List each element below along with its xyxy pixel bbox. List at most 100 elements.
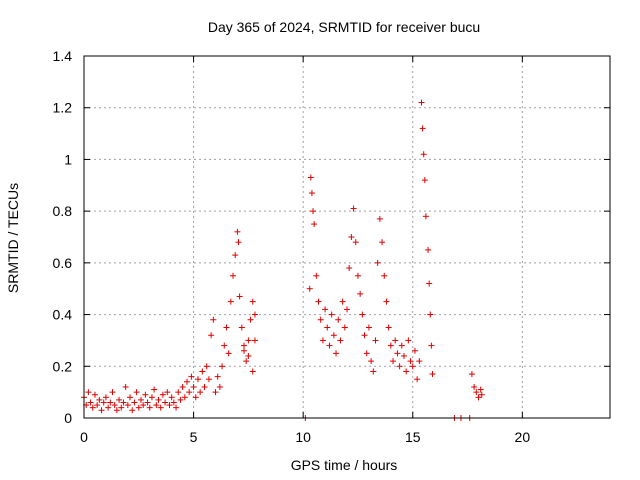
data-point — [144, 399, 151, 406]
data-point — [192, 394, 199, 401]
data-point — [383, 298, 390, 305]
data-point — [398, 342, 405, 349]
data-point — [385, 324, 392, 331]
x-tick-label: 20 — [515, 429, 531, 445]
y-tick-label: 0.4 — [53, 307, 73, 323]
data-point — [142, 391, 149, 398]
data-point — [245, 352, 252, 359]
data-point — [140, 402, 147, 409]
data-point — [428, 342, 435, 349]
y-tick-label: 1.2 — [53, 100, 73, 116]
data-point — [308, 190, 315, 197]
x-axis-label: GPS time / hours — [291, 457, 398, 473]
data-point — [236, 293, 243, 300]
data-point — [230, 272, 237, 279]
data-point — [311, 221, 318, 228]
data-point — [184, 378, 191, 385]
data-point — [151, 386, 158, 393]
data-point — [190, 383, 197, 390]
data-point — [135, 404, 142, 411]
data-point — [177, 396, 184, 403]
data-point — [478, 391, 485, 398]
data-point — [148, 394, 155, 401]
data-point — [324, 324, 331, 331]
x-tick-labels: 0 5 10 15 20 — [80, 429, 530, 445]
data-point — [372, 337, 379, 344]
data-point — [411, 347, 418, 354]
data-point — [240, 347, 247, 354]
data-point — [422, 213, 429, 220]
data-point — [91, 391, 98, 398]
data-point — [127, 394, 134, 401]
data-point — [247, 316, 254, 323]
data-point — [98, 407, 105, 414]
data-point — [210, 316, 217, 323]
data-point — [225, 350, 232, 357]
data-point — [359, 311, 366, 318]
data-point — [85, 389, 92, 396]
grid-lines — [84, 56, 610, 418]
data-point — [313, 272, 320, 279]
data-point — [421, 177, 428, 184]
data-point — [179, 383, 186, 390]
data-point — [251, 337, 258, 344]
data-point — [368, 358, 375, 365]
data-point — [322, 306, 329, 313]
data-point — [227, 298, 234, 305]
data-point — [376, 215, 383, 222]
data-point — [208, 332, 215, 339]
data-point — [337, 337, 344, 344]
data-point — [427, 311, 434, 318]
data-point — [418, 99, 425, 106]
data-point — [429, 371, 436, 378]
y-tick-label: 0.6 — [53, 255, 73, 271]
data-point — [354, 272, 361, 279]
data-point — [203, 363, 210, 370]
y-tick-label: 1 — [64, 151, 72, 167]
y-tick-label: 0.2 — [53, 358, 73, 374]
data-point — [407, 358, 414, 365]
data-point — [390, 358, 397, 365]
data-point — [341, 324, 348, 331]
data-point — [426, 280, 433, 287]
data-point — [137, 396, 144, 403]
data-point — [186, 389, 193, 396]
data-point — [326, 342, 333, 349]
data-point — [155, 396, 162, 403]
data-point — [392, 337, 399, 344]
data-point — [197, 389, 204, 396]
data-point — [124, 402, 131, 409]
data-point — [232, 252, 239, 259]
data-point — [175, 389, 182, 396]
data-point — [238, 324, 245, 331]
data-point — [164, 389, 171, 396]
data-point — [205, 376, 212, 383]
y-axis-label: SRMTID / TECUs — [5, 183, 21, 293]
data-point — [216, 383, 223, 390]
data-point — [113, 407, 120, 414]
data-point — [387, 342, 394, 349]
axis-ticks — [83, 55, 610, 419]
data-point — [425, 246, 432, 253]
data-point — [477, 386, 484, 393]
data-point — [416, 358, 423, 365]
data-point — [153, 402, 160, 409]
data-point — [348, 234, 355, 240]
data-point — [105, 404, 112, 411]
data-point — [319, 337, 326, 344]
data-point — [374, 259, 381, 266]
data-point — [96, 396, 103, 403]
data-point — [166, 402, 173, 409]
data-point — [100, 399, 107, 406]
x-tick-label: 5 — [190, 429, 198, 445]
data-point — [361, 332, 368, 339]
data-point — [199, 368, 206, 375]
plot-frame — [83, 55, 611, 419]
data-point — [363, 350, 370, 357]
x-tick-label: 15 — [405, 429, 421, 445]
data-point — [159, 391, 166, 398]
data-point — [381, 272, 388, 279]
data-point — [339, 298, 346, 305]
